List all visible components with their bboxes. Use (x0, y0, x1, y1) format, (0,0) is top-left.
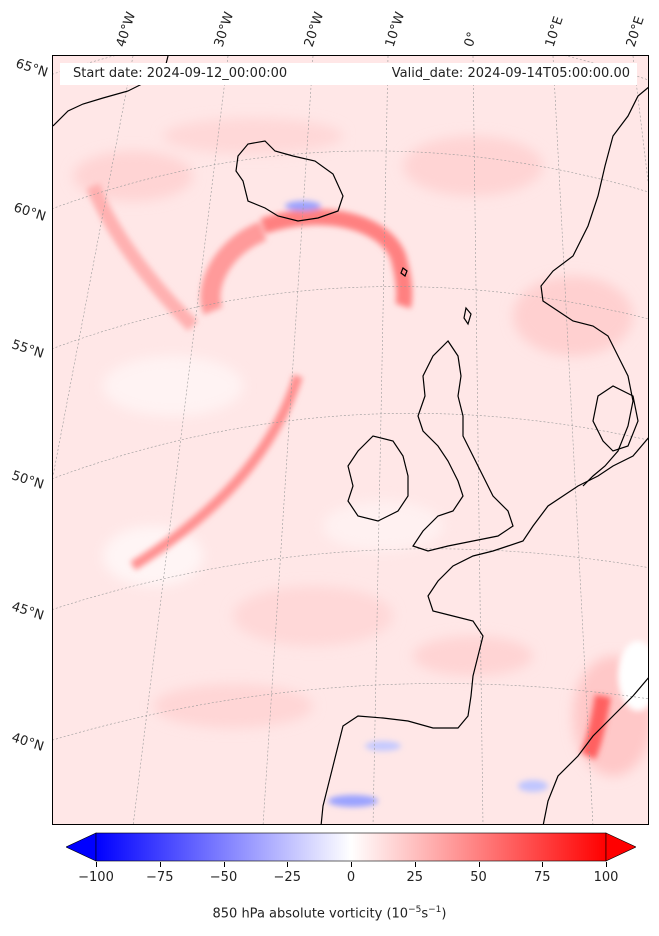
colorbar-tick (542, 862, 544, 867)
colorbar-title-exp1: −5 (408, 905, 422, 915)
lat-label-40: 40°N (9, 730, 46, 755)
lon-label-10w: 10°W (382, 10, 409, 49)
colorbar-tick-label: 100 (593, 870, 619, 885)
lat-label-45: 45°N (9, 599, 46, 624)
colorbar-tick (223, 862, 225, 867)
colorbar-extend-low (66, 832, 97, 862)
colorbar-tick (351, 862, 352, 867)
lat-label-55: 55°N (9, 337, 46, 362)
vorticity-field (73, 118, 648, 776)
lon-label-40w: 40°W (113, 10, 140, 49)
valid-date-label: Valid_date: 2024-09-14T05:00:00.00 (391, 66, 630, 81)
lon-label-10e: 10°E (542, 14, 567, 50)
colorbar-title-mid: s (421, 906, 429, 922)
colorbar-tick-label: 75 (533, 870, 551, 885)
colorbar-tick (414, 862, 416, 867)
colorbar-title: 850 hPa absolute vorticity (10−5s−1) (0, 905, 659, 921)
map-panel (52, 55, 649, 825)
colorbar-title-suffix: ) (441, 906, 447, 922)
colorbar-tick-label: 50 (470, 870, 487, 885)
colorbar-title-prefix: 850 hPa absolute vorticity (10 (212, 906, 409, 922)
lat-label-65: 65°N (13, 56, 50, 81)
lon-label-0: 0° (461, 30, 481, 49)
start-date-label: Start date: 2024-09-12_00:00:00 (73, 66, 288, 81)
lat-label-60: 60°N (11, 200, 48, 225)
colorbar-tick-label: 0 (346, 870, 356, 885)
colorbar-tick (478, 862, 480, 867)
vorticity-map (53, 56, 648, 824)
colorbar-tick (96, 862, 97, 867)
colorbar-gradient (95, 832, 607, 862)
colorbar-ticks: −100 −75 −50 −25 0 25 50 75 100 (66, 862, 636, 892)
colorbar-tick (287, 862, 289, 867)
vorticity-band (86, 183, 648, 807)
lon-label-20w: 20°W (301, 10, 328, 49)
colorbar-tick-label: 25 (406, 870, 424, 885)
lon-label-30w: 30°W (211, 10, 238, 49)
lon-label-20e: 20°E (623, 14, 648, 50)
colorbar-tick-label: −25 (273, 870, 301, 885)
colorbar-tick-label: −75 (146, 870, 174, 885)
coastlines (53, 56, 648, 824)
colorbar-tick (159, 862, 161, 867)
date-header-box (60, 63, 637, 85)
colorbar-title-exp2: −1 (428, 905, 442, 915)
colorbar-extend-high (605, 832, 636, 862)
colorbar (66, 832, 636, 862)
colorbar-tick (606, 862, 607, 867)
colorbar-tick-label: −50 (209, 870, 238, 885)
lat-label-50: 50°N (9, 468, 46, 493)
colorbar-tick-label: −100 (78, 870, 114, 885)
